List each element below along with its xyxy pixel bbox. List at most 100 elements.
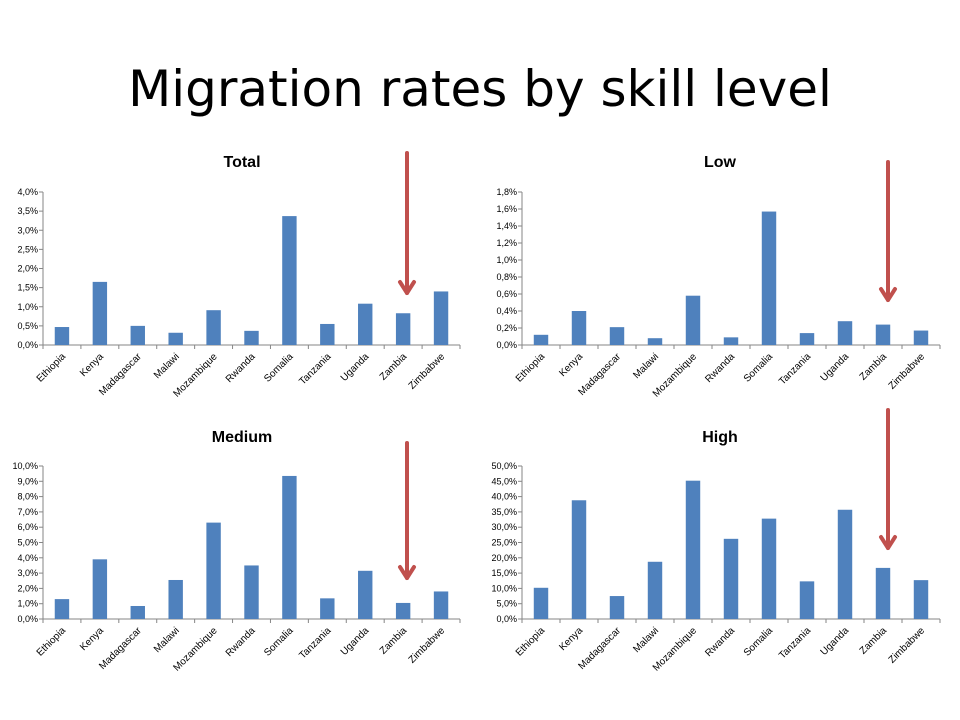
- bar-malawi: [168, 332, 183, 345]
- bar-zambia: [875, 567, 891, 619]
- x-tick-label: Zimbabwe: [887, 351, 928, 392]
- y-tick-label: 0,0%: [17, 340, 38, 350]
- x-tick-label: Zimbabwe: [887, 625, 928, 666]
- x-tick-label: Rwanda: [224, 625, 258, 659]
- y-tick-label: 50,0%: [491, 461, 517, 471]
- x-tick-label: Uganda: [339, 351, 372, 384]
- x-tick-label: Rwanda: [703, 351, 737, 385]
- y-tick-label: 0,4%: [496, 306, 517, 316]
- x-tick-label: Zimbabwe: [407, 625, 448, 666]
- y-tick-label: 5,0%: [17, 538, 38, 548]
- bar-malawi: [168, 579, 183, 619]
- bar-tanzania: [799, 333, 815, 345]
- y-tick-label: 7,0%: [17, 507, 38, 517]
- y-tick-label: 45,0%: [491, 476, 517, 486]
- y-tick-label: 8,0%: [17, 492, 38, 502]
- y-tick-label: 4,0%: [17, 553, 38, 563]
- bar-zambia: [875, 324, 891, 345]
- y-tick-label: 0,0%: [496, 340, 517, 350]
- x-tick-label: Tanzania: [297, 625, 333, 661]
- x-tick-label: Kenya: [78, 625, 106, 653]
- x-tick-label: Malawi: [152, 351, 182, 381]
- bar-madagascar: [609, 596, 625, 619]
- x-tick-label: Zambia: [378, 351, 410, 383]
- bar-kenya: [92, 559, 108, 619]
- arrow-head: [879, 535, 897, 550]
- highlight-arrow: [879, 160, 897, 302]
- x-tick-label: Zambia: [858, 625, 890, 657]
- slide-title: Migration rates by skill level: [128, 60, 832, 118]
- bar-rwanda: [244, 565, 259, 619]
- x-tick-label: Rwanda: [224, 351, 258, 385]
- bar-zimbabwe: [433, 291, 449, 345]
- x-tick-label: Uganda: [339, 625, 372, 658]
- x-tick-label: Rwanda: [703, 625, 737, 659]
- y-tick-label: 1,0%: [17, 302, 38, 312]
- bar-tanzania: [799, 581, 815, 619]
- bar-kenya: [571, 311, 587, 345]
- bar-rwanda: [244, 330, 259, 345]
- x-tick-label: Kenya: [557, 625, 585, 653]
- bar-zimbabwe: [433, 591, 449, 619]
- x-tick-label: Somalia: [262, 351, 296, 385]
- y-tick-label: 6,0%: [17, 522, 38, 532]
- x-tick-label: Tanzania: [297, 351, 333, 387]
- y-tick-label: 1,0%: [17, 599, 38, 609]
- chart-title: Medium: [212, 429, 272, 446]
- x-tick-label: Somalia: [742, 351, 776, 385]
- bar-tanzania: [320, 323, 335, 345]
- chart-low: Low 0,0% 0,2% 0,4% 0,6% 0,8% 1,0% 1,2% 1,4% 1,6% 1…: [496, 154, 941, 400]
- x-tick-label: Somalia: [742, 625, 776, 659]
- bar-uganda: [837, 321, 853, 345]
- y-tick-label: 3,5%: [17, 206, 38, 216]
- y-tick-label: 9,0%: [17, 476, 38, 486]
- x-tick-label: Zambia: [858, 351, 890, 383]
- bar-madagascar: [130, 605, 145, 619]
- y-tick-label: 40,0%: [491, 492, 517, 502]
- bar-rwanda: [723, 337, 739, 345]
- bar-somalia: [282, 216, 297, 345]
- x-tick-label: Ethiopia: [35, 625, 69, 659]
- bar-mozambique: [685, 480, 701, 619]
- y-tick-label: 1,2%: [496, 238, 517, 248]
- bar-kenya: [92, 281, 108, 345]
- x-tick-label: Ethiopia: [514, 625, 548, 659]
- bar-zimbabwe: [913, 580, 929, 619]
- y-tick-label: 2,5%: [17, 244, 38, 254]
- x-tick-label: Malawi: [631, 625, 661, 655]
- arrow-head: [398, 565, 416, 580]
- bar-tanzania: [320, 598, 335, 619]
- y-tick-label: 1,0%: [496, 255, 517, 265]
- x-tick-label: Tanzania: [777, 625, 813, 661]
- bar-madagascar: [130, 325, 145, 345]
- y-tick-label: 25,0%: [491, 538, 517, 548]
- y-tick-label: 0,5%: [17, 321, 38, 331]
- chart-title: Total: [223, 154, 260, 171]
- chart-high: High 0,0% 5,0% 10,0% 15,0% 20,0% 25,0% 30,0% 35,…: [491, 408, 941, 674]
- chart-total: Total 0,0% 0,5% 1,0% 1,5% 2,0% 2,5% 3,0% 3,5% 4,0…: [17, 151, 461, 400]
- x-tick-label: Ethiopia: [514, 351, 548, 385]
- y-tick-label: 0,8%: [496, 272, 517, 282]
- x-tick-label: Ethiopia: [35, 351, 69, 385]
- bar-zambia: [395, 313, 411, 345]
- bar-ethiopia: [54, 599, 70, 619]
- y-tick-label: 0,2%: [496, 323, 517, 333]
- y-tick-label: 10,0%: [12, 461, 38, 471]
- y-tick-label: 2,0%: [17, 583, 38, 593]
- y-tick-label: 20,0%: [491, 553, 517, 563]
- chart-title: Low: [704, 154, 737, 171]
- bar-zimbabwe: [913, 330, 929, 345]
- x-tick-label: Zambia: [378, 625, 410, 657]
- bar-somalia: [761, 518, 777, 619]
- bar-malawi: [647, 561, 663, 619]
- x-tick-label: Kenya: [78, 351, 106, 379]
- highlight-arrow: [879, 408, 897, 550]
- arrow-head: [879, 287, 897, 302]
- highlight-arrow: [398, 441, 416, 580]
- bar-ethiopia: [533, 587, 549, 619]
- bar-rwanda: [723, 538, 739, 619]
- chart-title: High: [702, 429, 738, 446]
- y-tick-label: 10,0%: [491, 583, 517, 593]
- x-tick-label: Malawi: [152, 625, 182, 655]
